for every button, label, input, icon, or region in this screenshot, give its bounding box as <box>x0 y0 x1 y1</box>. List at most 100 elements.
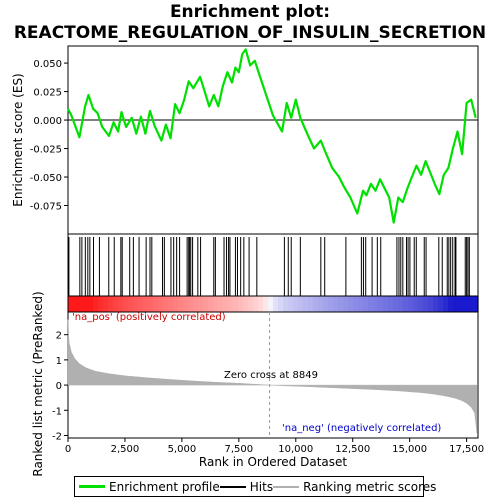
plot-title: Enrichment plot: REACTOME_REGULATION_OF_… <box>0 2 500 44</box>
gradient-segment <box>293 296 299 312</box>
rank-y-tick-label: 1 <box>56 356 62 367</box>
gradient-segment <box>228 296 234 312</box>
gradient-segment <box>238 296 244 312</box>
legend-swatch-ranking <box>273 485 300 488</box>
gradient-segment <box>198 296 204 312</box>
neg-correlated-label: 'na_neg' (negatively correlated) <box>282 423 441 434</box>
legend-item-enrichment: Enrichment profile <box>79 480 220 494</box>
gradient-segment <box>363 296 369 312</box>
es-panel-frame <box>67 45 479 235</box>
gradient-segment <box>163 296 169 312</box>
gradient-segment <box>438 296 444 312</box>
x-tick-label: 10,000 <box>278 444 313 455</box>
gradient-frame <box>67 295 479 313</box>
title-line-1: Enrichment plot: <box>169 2 331 22</box>
gradient-segment <box>268 296 274 312</box>
rank-x-axis: 0 2,500 5,000 7,500 10,000 12,500 15,000 17,500 <box>65 438 484 455</box>
gradient-segment <box>253 296 259 312</box>
gradient-segment <box>173 296 179 312</box>
x-tick-label: 17,500 <box>449 444 484 455</box>
gradient-segment <box>273 296 279 312</box>
gradient-segment <box>153 296 159 312</box>
gradient-segment <box>373 296 379 312</box>
gradient-segment <box>298 296 304 312</box>
es-y-tick-label: 0.050 <box>33 59 62 70</box>
zero-cross-label: Zero cross at 8849 <box>224 370 318 381</box>
gradient-segment <box>383 296 389 312</box>
gradient-segment <box>168 296 174 312</box>
legend-item-hits: Hits <box>219 480 273 494</box>
x-tick-label: 7,500 <box>225 444 254 455</box>
legend-label-enrichment: Enrichment profile <box>109 479 220 494</box>
gradient-segment <box>243 296 249 312</box>
es-y-tick-label: -0.025 <box>30 145 62 156</box>
gradient-segment <box>443 296 449 312</box>
gradient-segment <box>188 296 194 312</box>
rank-y-tick-label: 2 <box>56 331 62 342</box>
gradient-segment <box>403 296 409 312</box>
gradient-segment <box>428 296 434 312</box>
legend-item-ranking: Ranking metric scores <box>273 480 436 494</box>
title-line-2: REACTOME_REGULATION_OF_INSULIN_SECRETION <box>13 23 487 43</box>
enrichment-profile-layer <box>67 48 477 224</box>
x-tick-label: 5,000 <box>168 444 197 455</box>
gradient-segment <box>258 296 264 312</box>
gradient-segment <box>468 296 474 312</box>
gradient-segment <box>343 296 349 312</box>
gradient-segment <box>98 296 104 312</box>
rank-gradient-bar <box>67 295 479 313</box>
gradient-segment <box>78 296 84 312</box>
gradient-segment <box>128 296 134 312</box>
gradient-segment <box>218 296 224 312</box>
x-tick-label: 12,500 <box>335 444 370 455</box>
gradient-segment <box>458 296 464 312</box>
gradient-segment <box>143 296 149 312</box>
rank-y-tick-label: -2 <box>52 431 62 442</box>
rank-y-tick-label: -1 <box>52 406 62 417</box>
gradient-segment <box>208 296 214 312</box>
gradient-segment <box>278 296 284 312</box>
gradient-segment <box>308 296 314 312</box>
pos-correlated-label: 'na_pos' (positively correlated) <box>72 312 226 323</box>
gradient-segment <box>263 296 269 312</box>
gradient-segment <box>178 296 184 312</box>
legend-swatch-hits <box>219 485 246 488</box>
ranking-metric-area <box>67 319 478 434</box>
gradient-segment <box>83 296 89 312</box>
es-y-tick-label: 0.000 <box>33 116 62 127</box>
gradient-segment <box>398 296 404 312</box>
gradient-segment <box>73 296 79 312</box>
es-y-axis: 0.050 0.025 0.000 -0.025 -0.050 -0.075 <box>30 59 68 213</box>
es-y-axis-label: Enrichment score (ES) <box>11 73 25 206</box>
gradient-segment <box>213 296 219 312</box>
gradient-segment <box>248 296 254 312</box>
gradient-segment <box>418 296 424 312</box>
ranking-metric-layer <box>67 312 478 438</box>
gradient-segment <box>123 296 129 312</box>
gradient-segment <box>328 296 334 312</box>
gradient-segment <box>378 296 384 312</box>
gradient-segment <box>423 296 429 312</box>
gradient-segment <box>158 296 164 312</box>
rank-y-axis: 2 1 0 -1 -2 <box>52 331 68 442</box>
gradient-segment <box>393 296 399 312</box>
es-y-tick-label: 0.025 <box>33 88 62 99</box>
gradient-segment <box>463 296 469 312</box>
gradient-segment <box>118 296 124 312</box>
x-axis-label: Rank in Ordered Dataset <box>199 455 347 469</box>
gradient-segment <box>203 296 209 312</box>
gradient-segment <box>333 296 339 312</box>
gradient-segment <box>88 296 94 312</box>
es-y-tick-label: -0.050 <box>30 173 62 184</box>
gradient-segment <box>183 296 189 312</box>
enrichment-profile-line <box>67 48 477 224</box>
rank-y-tick-label: 0 <box>56 381 62 392</box>
x-tick-label: 15,000 <box>392 444 427 455</box>
gradient-segment <box>448 296 454 312</box>
hits-layer <box>68 237 470 296</box>
gradient-segment <box>348 296 354 312</box>
legend-swatch-enrichment <box>79 485 105 488</box>
gradient-segment <box>433 296 439 312</box>
